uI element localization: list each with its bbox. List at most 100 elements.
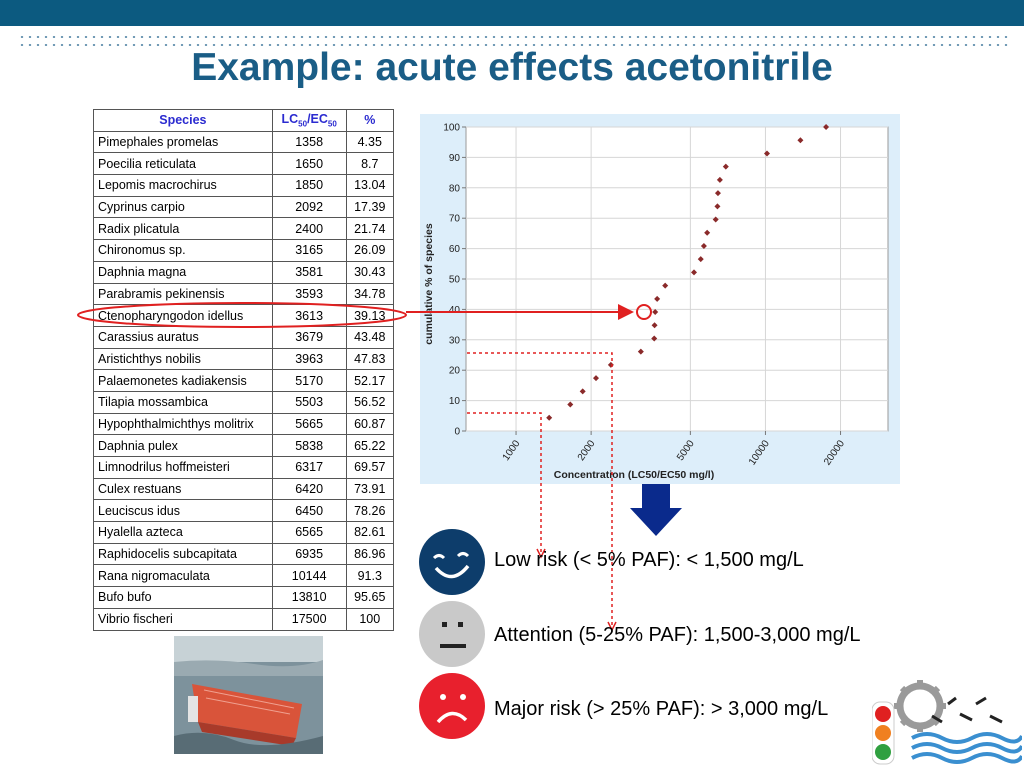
percent-column-header: % bbox=[345, 109, 395, 132]
lc50-cell: 3581 bbox=[271, 260, 347, 284]
percent-cell: 47.83 bbox=[345, 347, 395, 371]
data-point bbox=[700, 242, 707, 249]
slide-title: Example: acute effects acetonitrile bbox=[191, 46, 833, 89]
y-tick-label: 60 bbox=[449, 244, 461, 255]
low-risk-label: Low risk (< 5% PAF): < 1,500 mg/L bbox=[494, 549, 804, 571]
lc50-cell: 3963 bbox=[271, 347, 347, 371]
percent-cell: 78.26 bbox=[345, 499, 395, 523]
lc50-cell: 10144 bbox=[271, 564, 347, 588]
species-cell: Palaemonetes kadiakensis bbox=[93, 369, 273, 392]
lc50-cell: 5665 bbox=[271, 412, 347, 436]
data-point bbox=[690, 269, 697, 276]
species-cell: Rana nigromaculata bbox=[93, 564, 273, 588]
lc50-cell: 6317 bbox=[271, 456, 347, 479]
table-row: Vibrio fischeri 17500 100 bbox=[93, 607, 395, 631]
data-point bbox=[712, 216, 719, 223]
x-axis-label: Concentration (LC50/EC50 mg/l) bbox=[554, 469, 714, 481]
data-point bbox=[716, 176, 723, 183]
percent-cell: 21.74 bbox=[345, 217, 395, 241]
gear-traffic-light-logo bbox=[872, 680, 1022, 765]
y-tick-label: 40 bbox=[449, 305, 461, 316]
table-row: Limnodrilus hoffmeisteri 6317 69.57 bbox=[93, 456, 395, 479]
lc50-cell: 1650 bbox=[271, 152, 347, 176]
percent-cell: 26.09 bbox=[345, 239, 395, 262]
y-axis-label: cumulative % of species bbox=[423, 223, 435, 345]
species-cell: Vibrio fischeri bbox=[93, 607, 273, 631]
species-cell: Daphnia pulex bbox=[93, 434, 273, 457]
species-cell: Pimephales promelas bbox=[93, 130, 273, 154]
table-row: Raphidocelis subcapitata 6935 86.96 bbox=[93, 542, 395, 566]
data-point bbox=[651, 322, 658, 329]
lc50-cell: 3613 bbox=[271, 304, 347, 327]
data-point bbox=[714, 203, 721, 210]
percent-cell: 100 bbox=[345, 607, 395, 631]
lc50-cell: 13810 bbox=[271, 586, 347, 609]
species-cell: Chironomus sp. bbox=[93, 239, 273, 262]
smiling-face-icon bbox=[419, 529, 485, 595]
down-arrow-icon bbox=[630, 484, 682, 536]
top-bar bbox=[0, 0, 1024, 26]
percent-cell: 4.35 bbox=[345, 130, 395, 154]
species-cell: Radix plicatula bbox=[93, 217, 273, 241]
percent-cell: 39.13 bbox=[345, 304, 395, 327]
lc50-cell: 5503 bbox=[271, 390, 347, 414]
table-row: Pimephales promelas 1358 4.35 bbox=[93, 130, 395, 154]
attention-label: Attention (5-25% PAF): 1,500-3,000 mg/L bbox=[494, 624, 861, 646]
y-tick-label: 80 bbox=[449, 183, 461, 194]
data-point bbox=[797, 137, 804, 144]
percent-cell: 65.22 bbox=[345, 434, 395, 457]
percent-cell: 43.48 bbox=[345, 325, 395, 349]
data-point bbox=[764, 150, 771, 157]
lc50-cell: 1850 bbox=[271, 174, 347, 197]
table-row: Bufo bufo 13810 95.65 bbox=[93, 586, 395, 609]
percent-cell: 56.52 bbox=[345, 390, 395, 414]
table-row: Chironomus sp. 3165 26.09 bbox=[93, 239, 395, 262]
table-row: Tilapia mossambica 5503 56.52 bbox=[93, 390, 395, 414]
percent-cell: 91.3 bbox=[345, 564, 395, 588]
table-row: Cyprinus carpio 2092 17.39 bbox=[93, 195, 395, 219]
percent-cell: 73.91 bbox=[345, 477, 395, 501]
frowning-face-icon bbox=[419, 673, 485, 739]
capsized-ship-image bbox=[174, 636, 323, 754]
table-row: Hypophthalmichthys molitrix 5665 60.87 bbox=[93, 412, 395, 436]
y-tick-label: 10 bbox=[449, 396, 461, 407]
data-point bbox=[654, 295, 661, 302]
table-header-row: Species LC50/EC50 % bbox=[93, 109, 395, 132]
percent-cell: 52.17 bbox=[345, 369, 395, 392]
species-cell: Raphidocelis subcapitata bbox=[93, 542, 273, 566]
species-cell: Carassius auratus bbox=[93, 325, 273, 349]
species-cell: Hyalella azteca bbox=[93, 521, 273, 544]
percent-cell: 82.61 bbox=[345, 521, 395, 544]
table-row: Ctenopharyngodon idellus 3613 39.13 bbox=[93, 304, 395, 327]
data-point bbox=[704, 229, 711, 236]
species-cell: Bufo bufo bbox=[93, 586, 273, 609]
data-point bbox=[662, 282, 669, 289]
lc50-cell: 6420 bbox=[271, 477, 347, 501]
y-tick-label: 0 bbox=[454, 427, 460, 438]
lc50-cell: 2400 bbox=[271, 217, 347, 241]
y-tick-label: 90 bbox=[449, 153, 461, 164]
species-cell: Ctenopharyngodon idellus bbox=[93, 304, 273, 327]
table-row: Palaemonetes kadiakensis 5170 52.17 bbox=[93, 369, 395, 392]
lc50-cell: 2092 bbox=[271, 195, 347, 219]
percent-cell: 86.96 bbox=[345, 542, 395, 566]
species-table: Species LC50/EC50 % Pimephales promelas 1… bbox=[93, 109, 395, 631]
species-cell: Parabramis pekinensis bbox=[93, 282, 273, 306]
lc50-column-header: LC50/EC50 bbox=[271, 109, 347, 132]
data-point bbox=[697, 256, 704, 263]
lc50-cell: 6565 bbox=[271, 521, 347, 544]
table-row: Poecilia reticulata 1650 8.7 bbox=[93, 152, 395, 176]
percent-cell: 95.65 bbox=[345, 586, 395, 609]
lc50-cell: 1358 bbox=[271, 130, 347, 154]
data-point bbox=[714, 190, 721, 197]
data-point bbox=[722, 163, 729, 170]
dotted-divider bbox=[18, 44, 1008, 46]
lc50-cell: 5170 bbox=[271, 369, 347, 392]
species-cell: Aristichthys nobilis bbox=[93, 347, 273, 371]
data-point bbox=[652, 309, 659, 316]
lc50-cell: 5838 bbox=[271, 434, 347, 457]
percent-cell: 60.87 bbox=[345, 412, 395, 436]
data-point bbox=[651, 335, 658, 342]
percent-cell: 13.04 bbox=[345, 174, 395, 197]
